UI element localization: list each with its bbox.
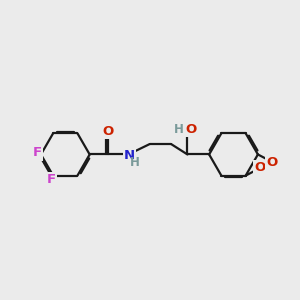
Text: O: O xyxy=(185,123,197,136)
Text: H: H xyxy=(174,123,184,136)
Text: F: F xyxy=(33,146,42,160)
Text: N: N xyxy=(124,149,135,162)
Text: O: O xyxy=(266,156,278,169)
Text: O: O xyxy=(103,125,114,138)
Text: H: H xyxy=(130,156,140,169)
Text: O: O xyxy=(254,161,265,174)
Text: F: F xyxy=(47,172,56,186)
